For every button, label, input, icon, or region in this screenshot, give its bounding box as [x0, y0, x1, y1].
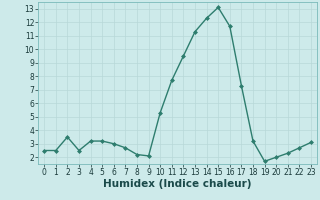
X-axis label: Humidex (Indice chaleur): Humidex (Indice chaleur) [103, 179, 252, 189]
